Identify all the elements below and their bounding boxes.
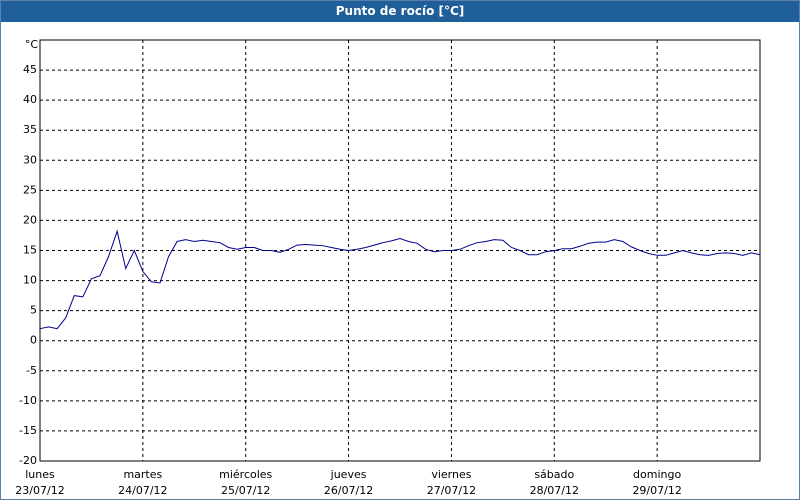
x-tick-label: lunes (25, 468, 55, 481)
x-tick-date: 25/07/12 (221, 484, 270, 497)
x-tick-label: miércoles (219, 468, 272, 481)
chart: °C -20 -15 -10 -5 0 5 10 15 20 25 30 35 40 45 lunes 23/… (15, 38, 761, 497)
x-tick-label: jueves (330, 468, 367, 481)
y-tick-label: 25 (23, 183, 37, 196)
x-tick-label: sábado (534, 468, 574, 481)
y-tick-label: -10 (19, 394, 37, 407)
y-axis-label: °C (25, 38, 39, 51)
data-line (39, 229, 761, 330)
x-tick-date: 28/07/12 (530, 484, 579, 497)
y-tick-label: 5 (30, 304, 37, 317)
y-tick-label: -15 (19, 424, 37, 437)
plot-frame (39, 39, 761, 462)
y-tick-label: 35 (23, 123, 37, 136)
y-tick-label: 40 (23, 93, 37, 106)
y-tick-label: -20 (19, 454, 37, 467)
x-tick-label: martes (123, 468, 162, 481)
x-tick-label: domingo (633, 468, 681, 481)
x-tick-label: viernes (431, 468, 471, 481)
y-tick-label: 30 (23, 153, 37, 166)
y-tick-label: 15 (23, 244, 37, 257)
x-tick-date: 26/07/12 (324, 484, 373, 497)
y-tick-label: 20 (23, 213, 37, 226)
x-tick-date: 23/07/12 (15, 484, 64, 497)
x-tick-date: 24/07/12 (118, 484, 167, 497)
y-tick-label: 0 (30, 334, 37, 347)
x-tick-date: 29/07/12 (632, 484, 681, 497)
y-tick-label: 45 (23, 63, 37, 76)
x-tick-date: 27/07/12 (427, 484, 476, 497)
window-title: Punto de rocío [°C] (1, 1, 799, 22)
y-tick-label: 10 (23, 274, 37, 287)
y-tick-label: -5 (26, 364, 37, 377)
